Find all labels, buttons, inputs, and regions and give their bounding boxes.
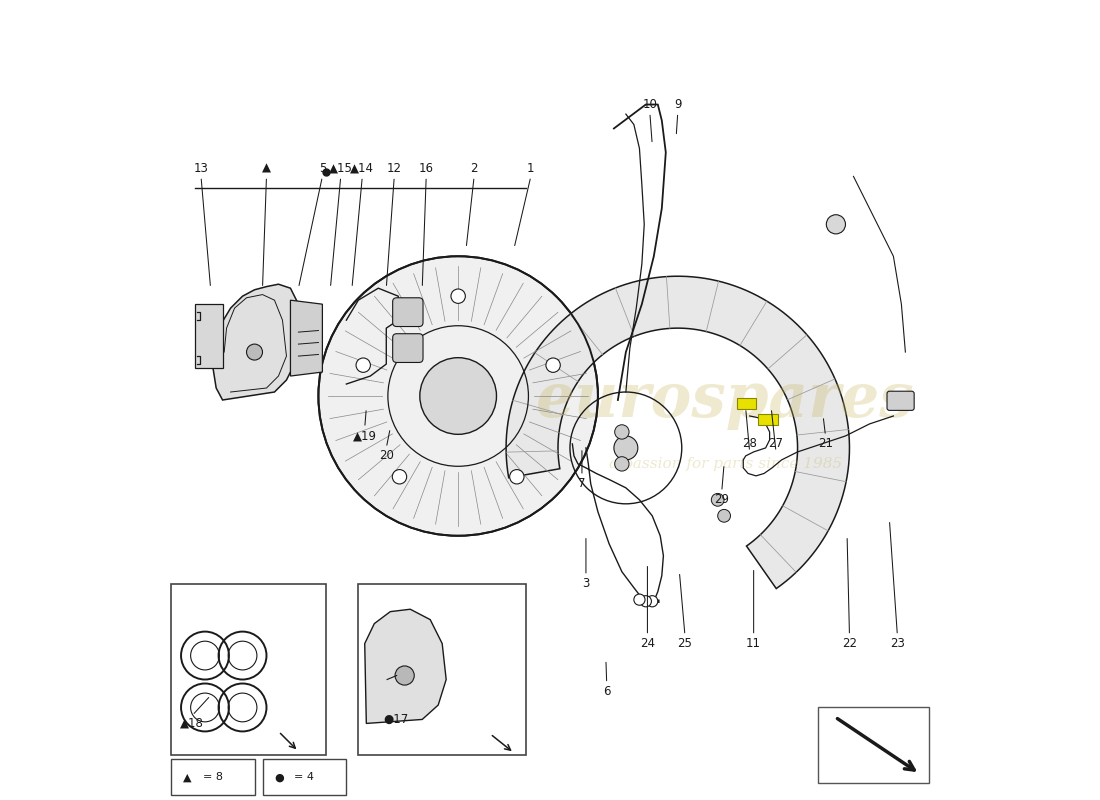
Text: 21: 21 (818, 438, 833, 450)
FancyBboxPatch shape (359, 584, 526, 755)
Circle shape (356, 358, 371, 372)
Text: = 4: = 4 (295, 772, 315, 782)
FancyBboxPatch shape (758, 414, 778, 425)
FancyBboxPatch shape (263, 759, 346, 795)
FancyBboxPatch shape (393, 334, 424, 362)
Text: 7: 7 (579, 478, 585, 490)
FancyBboxPatch shape (170, 759, 254, 795)
Text: 10: 10 (642, 98, 658, 111)
Circle shape (717, 510, 730, 522)
Text: 1: 1 (527, 162, 535, 175)
Polygon shape (213, 284, 302, 400)
Circle shape (420, 358, 496, 434)
Circle shape (712, 494, 724, 506)
Circle shape (614, 436, 638, 460)
Circle shape (634, 594, 645, 606)
Text: 11: 11 (746, 637, 761, 650)
Text: ▲18: ▲18 (180, 717, 205, 730)
Text: eurospares: eurospares (537, 370, 915, 430)
Text: 2: 2 (471, 162, 477, 175)
FancyBboxPatch shape (737, 398, 756, 409)
Circle shape (615, 457, 629, 471)
Text: 20: 20 (378, 450, 394, 462)
Circle shape (640, 596, 651, 607)
Text: 12: 12 (387, 162, 402, 175)
Circle shape (615, 425, 629, 439)
Polygon shape (506, 276, 849, 589)
Circle shape (647, 596, 658, 607)
Text: ▲14: ▲14 (350, 162, 374, 175)
Text: 22: 22 (842, 637, 857, 650)
Circle shape (393, 470, 407, 484)
Text: ●: ● (275, 772, 284, 782)
Text: 9: 9 (674, 98, 682, 111)
FancyBboxPatch shape (170, 584, 327, 755)
Circle shape (395, 666, 415, 685)
Circle shape (546, 358, 560, 372)
Text: 29: 29 (714, 494, 729, 506)
Text: 3: 3 (582, 577, 590, 590)
Circle shape (451, 289, 465, 303)
Circle shape (509, 470, 524, 484)
Text: a passion for parts since 1985: a passion for parts since 1985 (609, 457, 843, 471)
Circle shape (318, 256, 598, 536)
Text: 24: 24 (640, 637, 654, 650)
Polygon shape (290, 300, 322, 376)
Text: 16: 16 (419, 162, 433, 175)
Text: ▲19: ▲19 (353, 430, 376, 442)
FancyBboxPatch shape (817, 707, 929, 783)
Text: 27: 27 (769, 438, 783, 450)
FancyBboxPatch shape (887, 391, 914, 410)
Text: ▲: ▲ (262, 162, 271, 175)
Circle shape (826, 214, 846, 234)
Text: 6: 6 (603, 685, 611, 698)
Circle shape (246, 344, 263, 360)
Text: ●17: ●17 (383, 713, 408, 726)
FancyBboxPatch shape (393, 298, 424, 326)
Text: ▲15: ▲15 (329, 162, 353, 175)
Text: 25: 25 (678, 637, 692, 650)
Text: ▲: ▲ (183, 772, 191, 782)
Polygon shape (365, 610, 447, 723)
Text: 23: 23 (890, 637, 905, 650)
Text: 5: 5 (319, 162, 326, 175)
Text: = 8: = 8 (202, 772, 222, 782)
Polygon shape (195, 304, 222, 368)
Text: 28: 28 (742, 438, 757, 450)
Text: 13: 13 (194, 162, 208, 175)
